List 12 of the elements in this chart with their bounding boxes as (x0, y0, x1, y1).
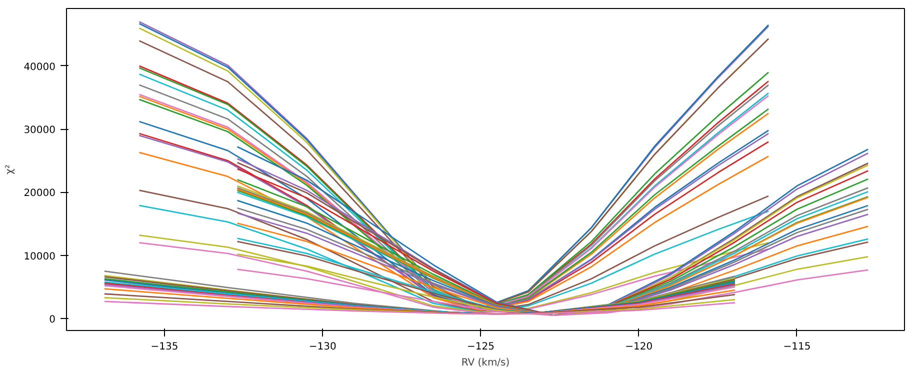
x-tick-label: −115 (783, 342, 811, 352)
x-tick-label: −120 (625, 342, 653, 352)
y-tick-label: 30000 (24, 125, 56, 136)
y-tick-label: 40000 (24, 62, 56, 73)
y-tick-label: 0 (49, 314, 56, 326)
x-tick-label: −130 (308, 342, 336, 352)
y-tick-label: 20000 (24, 188, 56, 200)
y-tick-label: 10000 (24, 251, 56, 262)
x-tick-label: −135 (150, 342, 178, 352)
x-tick-label: −125 (467, 342, 494, 352)
y-axis-title: χ² (4, 164, 16, 174)
x-axis-title: RV (km/s) (461, 358, 510, 368)
